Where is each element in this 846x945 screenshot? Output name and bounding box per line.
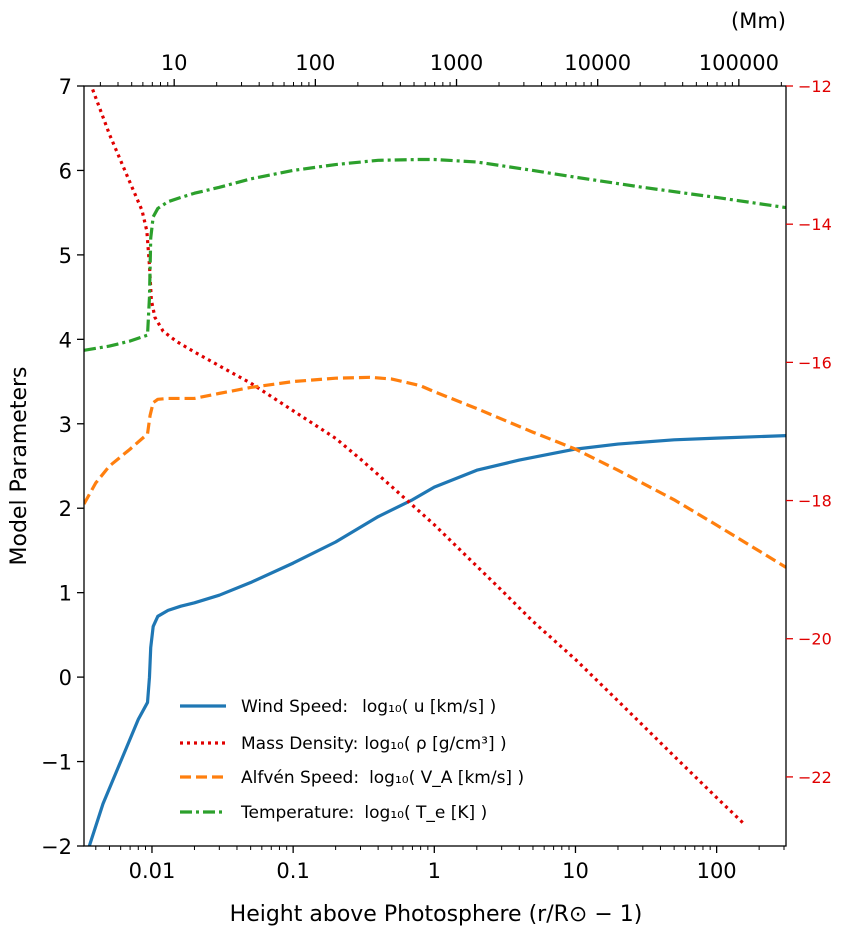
- svg-text:Alfvén Speed:log₁₀( V_A [km/s]: Alfvén Speed: log₁₀( V_A [km/s] ): [241, 768, 524, 788]
- right-y-tick-label: −16: [798, 353, 832, 372]
- x-tick-label: 10: [562, 859, 589, 883]
- top-tick-label: 10: [161, 51, 188, 75]
- top-tick-label: 1000: [430, 51, 483, 75]
- top-tick-label: 10000: [564, 51, 631, 75]
- svg-text:Temperature:log₁₀( T_e [K] ): Temperature: log₁₀( T_e [K] ): [240, 803, 487, 823]
- legend-entry-mass-density: Mass Density: log₁₀( ρ [g/cm³] ): [180, 734, 507, 754]
- y-tick-label: 1: [59, 582, 72, 606]
- x-tick-label: 0.01: [129, 859, 176, 883]
- legend-formula-alfven-speed: log₁₀( V_A [km/s] ): [369, 768, 524, 788]
- y-tick-label: 3: [59, 413, 72, 437]
- right-y-tick-label: −12: [798, 77, 832, 96]
- y-tick-label: 5: [59, 244, 72, 268]
- y-tick-label: −1: [41, 751, 72, 775]
- legend: Wind Speed: log₁₀( u [km/s] ) Mass Densit…: [180, 697, 524, 823]
- top-tick-label: 100000: [699, 51, 779, 75]
- x-tick-label: 1: [428, 859, 441, 883]
- legend-entry-alfven-speed: Alfvén Speed: log₁₀( V_A [km/s] ): [180, 768, 524, 788]
- right-y-tick-label: −14: [798, 215, 832, 234]
- svg-text:Wind Speed:log₁₀( u [km/s] ): Wind Speed: log₁₀( u [km/s] ): [241, 697, 496, 717]
- top-tick-label: 100: [295, 51, 335, 75]
- x-tick-label: 0.1: [276, 859, 309, 883]
- y-tick-label: 6: [59, 159, 72, 183]
- series-line-temperature: [84, 157, 786, 352]
- top-axis-unit-label: (Mm): [731, 9, 786, 33]
- right-y-tick-label: −22: [798, 768, 832, 787]
- x-axis-label: Height above Photosphere (r/R⊙ − 1): [230, 902, 643, 927]
- x-tick-label: 100: [697, 859, 737, 883]
- axes-group: 0.01 0.1 1 10 100 10 100 1000 10000 100000 −2 −1 0 1 2…: [41, 51, 832, 883]
- legend-label-temperature: Temperature:: [240, 803, 354, 823]
- series-line-alfven-speed: [84, 375, 786, 569]
- series-line-wind-speed: [87, 434, 786, 846]
- y-axis-label: Model Parameters: [7, 367, 32, 566]
- legend-formula-temperature: log₁₀( T_e [K] ): [364, 803, 487, 823]
- legend-formula-wind-speed: log₁₀( u [km/s] ): [362, 697, 496, 717]
- y-tick-label: 2: [59, 497, 72, 521]
- y-tick-label: 4: [59, 328, 72, 352]
- y-tick-label: 7: [59, 75, 72, 99]
- y-tick-label: −2: [41, 835, 72, 859]
- legend-entry-wind-speed: Wind Speed: log₁₀( u [km/s] ): [180, 697, 496, 717]
- y-tick-label: 0: [59, 666, 72, 690]
- plot-frame: [83, 85, 787, 847]
- right-y-tick-label: −20: [798, 630, 832, 649]
- legend-label-wind-speed: Wind Speed:: [241, 697, 348, 717]
- legend-label-mass-density: Mass Density:: [241, 734, 358, 754]
- legend-entry-temperature: Temperature: log₁₀( T_e [K] ): [180, 803, 487, 823]
- svg-text:Mass Density:log₁₀( ρ [g/cm³]: Mass Density: log₁₀( ρ [g/cm³] ): [241, 734, 507, 754]
- legend-formula-mass-density: log₁₀( ρ [g/cm³] ): [364, 734, 506, 754]
- right-y-tick-label: −18: [798, 492, 832, 511]
- legend-label-alfven-speed: Alfvén Speed:: [241, 768, 359, 788]
- plot-series-group: [84, 88, 786, 846]
